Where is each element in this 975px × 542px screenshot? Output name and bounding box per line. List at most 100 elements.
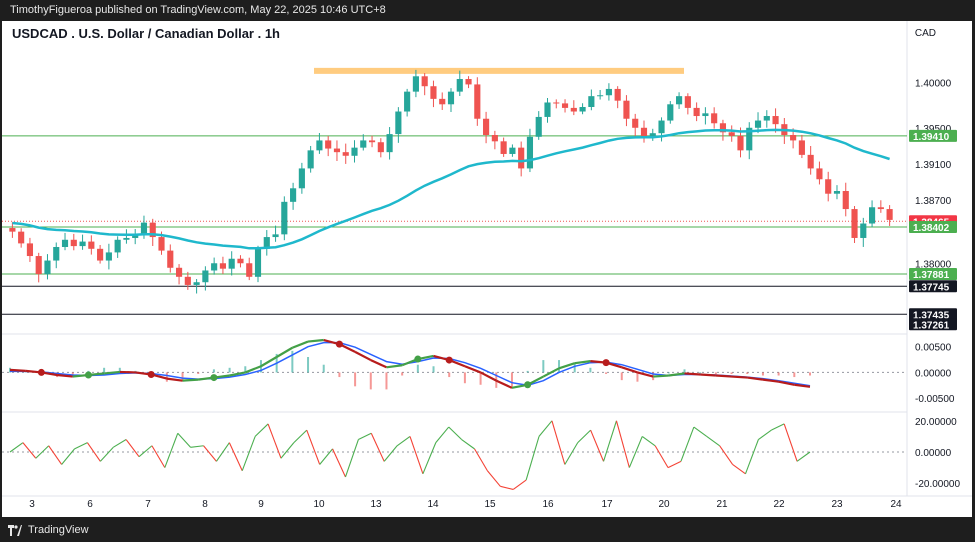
candle-body (140, 222, 148, 235)
osc-line-segment (693, 426, 708, 437)
candle-body (456, 79, 463, 92)
candle-body (123, 237, 130, 240)
macd-histogram-bar (354, 372, 357, 387)
macd-fast-line-segment (56, 373, 73, 378)
candle-body (35, 256, 42, 275)
osc-line-segment (474, 448, 488, 471)
macd-histogram-bar (369, 372, 372, 390)
osc-line-segment (383, 445, 398, 462)
candle-body (237, 258, 244, 264)
macd-histogram-bar (432, 366, 435, 373)
time-tick-label: 24 (890, 499, 902, 510)
osc-line-segment (190, 445, 204, 448)
osc-line-segment (241, 436, 256, 471)
osc-line-segment (151, 445, 166, 468)
candle-body (26, 243, 34, 257)
candle-body (386, 134, 393, 153)
candle-body (597, 95, 604, 97)
macd-histogram-bar (558, 360, 561, 373)
osc-line-segment (603, 420, 617, 462)
candle-body (395, 111, 402, 135)
macd-fast-line-segment (276, 346, 293, 358)
macd-fast-line-segment (307, 338, 324, 343)
macd-fast-line-segment (637, 371, 654, 378)
price-badge-label: 1.37881 (913, 270, 950, 281)
price-badge (909, 280, 957, 293)
price-badge (909, 308, 957, 321)
candle-body (825, 179, 832, 194)
candle-body (860, 223, 867, 238)
osc-line-segment (112, 439, 127, 448)
tradingview-logo-icon (8, 525, 22, 536)
candle-body (377, 142, 384, 153)
candle-body (368, 140, 376, 143)
macd-cross-dot (414, 355, 422, 363)
tradingview-brand: TradingView (28, 524, 89, 536)
candle-body (807, 154, 814, 169)
candle-body (711, 113, 718, 124)
macd-fast-line-segment (542, 367, 560, 378)
time-tick-label: 13 (370, 499, 382, 510)
price-badge (909, 220, 957, 233)
osc-line-segment (358, 432, 372, 441)
time-tick-label: 15 (484, 499, 496, 510)
osc-line-segment (319, 448, 334, 465)
macd-cross-dot (147, 370, 155, 378)
chart-canvas[interactable]: 1.40000 1.39500 1.39100 1.38700 1.38000 1.394… (2, 21, 972, 517)
candle-body (465, 79, 472, 85)
macd-cross-dot (445, 356, 453, 364)
price-tick-label: 1.39100 (915, 160, 952, 171)
osc-tick-label: 20.00000 (915, 417, 957, 428)
macd-histogram-bar (463, 372, 466, 384)
osc-line-segment (744, 439, 759, 475)
macd-fast-line-segment (104, 370, 120, 375)
price-badge-label: 1.37745 (913, 282, 950, 293)
osc-line-segment (177, 432, 192, 448)
candle-body (105, 252, 112, 261)
osc-line-segment (615, 420, 630, 468)
macd-tick-label: 0.00500 (915, 343, 952, 354)
time-tick-label: 16 (542, 499, 554, 510)
osc-line-segment (164, 433, 179, 468)
candle-body (18, 231, 25, 244)
candle-body (544, 102, 551, 117)
macd-fast-line-segment (778, 380, 795, 386)
macd-histogram-bar (165, 372, 168, 382)
candle-body (263, 237, 270, 249)
osc-tick-label: -20.00000 (915, 479, 960, 490)
candle-body (70, 239, 77, 247)
macd-fast-line-segment (166, 377, 183, 382)
currency-label[interactable]: CAD (914, 28, 936, 39)
candle-body (693, 107, 700, 117)
candle-body (588, 96, 595, 107)
price-tick-label: 1.38000 (915, 259, 952, 270)
candle-body (509, 147, 516, 154)
macd-histogram-bar (746, 372, 749, 374)
chart-area[interactable]: 1.40000 1.39500 1.39100 1.38700 1.38000 1.394… (2, 21, 972, 517)
moving-average-line (12, 128, 890, 250)
macd-histogram-bar (181, 372, 184, 381)
time-tick-label: 3 (29, 499, 35, 510)
osc-line-segment (370, 433, 385, 462)
candle-body (763, 116, 770, 121)
osc-line-segment (267, 423, 282, 459)
time-tick-label: 9 (258, 499, 264, 510)
candle-body (579, 107, 586, 112)
time-tick-label: 21 (716, 499, 728, 510)
macd-histogram-bar (605, 372, 608, 374)
osc-line-segment (138, 445, 153, 458)
macd-fast-line-segment (715, 374, 732, 378)
price-badge-label: 1.37261 (913, 320, 950, 331)
candle-body (246, 263, 253, 277)
macd-histogram-bar (761, 372, 764, 376)
macd-tick-label: 0.00000 (915, 368, 952, 379)
candle-body (500, 141, 507, 154)
macd-tick-label: -0.00500 (915, 394, 955, 405)
osc-line-segment (577, 429, 592, 444)
candle-body (702, 113, 709, 117)
osc-line-segment (228, 442, 243, 471)
candle-body (360, 140, 367, 148)
candle-body (412, 76, 419, 92)
price-badge-label: 1.39410 (913, 132, 950, 143)
